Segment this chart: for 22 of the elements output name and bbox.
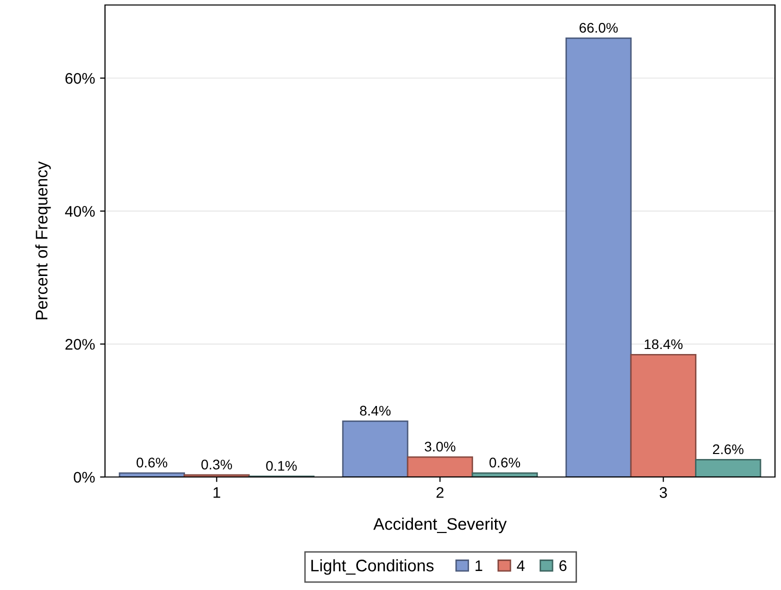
data-label: 0.6% — [136, 458, 168, 468]
y-tick-label: 0% — [74, 472, 95, 483]
legend-label: 6 — [559, 560, 566, 572]
data-label: 0.1% — [266, 460, 297, 471]
data-label: 0.3% — [201, 460, 232, 470]
data-label: 3.0% — [424, 442, 456, 452]
data-label: 66.0% — [580, 22, 618, 33]
x-tick-label: 2 — [436, 487, 444, 498]
data-label: 8.4% — [360, 406, 391, 416]
y-tick-label: 40% — [65, 206, 95, 217]
legend-label: 4 — [516, 560, 525, 571]
y-tick-label: 60% — [65, 72, 95, 84]
data-label: 18.4% — [644, 339, 683, 350]
y-axis-title: Percent of Frequency — [35, 161, 51, 320]
legend-label: 1 — [476, 560, 482, 571]
x-tick-label: 3 — [660, 487, 667, 498]
legend-title: Light_Conditions — [311, 559, 434, 575]
data-label: 0.6% — [489, 458, 520, 468]
x-axis-title: Accident_Severity — [373, 518, 507, 534]
data-label: 2.6% — [712, 444, 744, 454]
y-tick-label: 20% — [65, 338, 95, 350]
x-tick-label: 1 — [214, 487, 220, 498]
